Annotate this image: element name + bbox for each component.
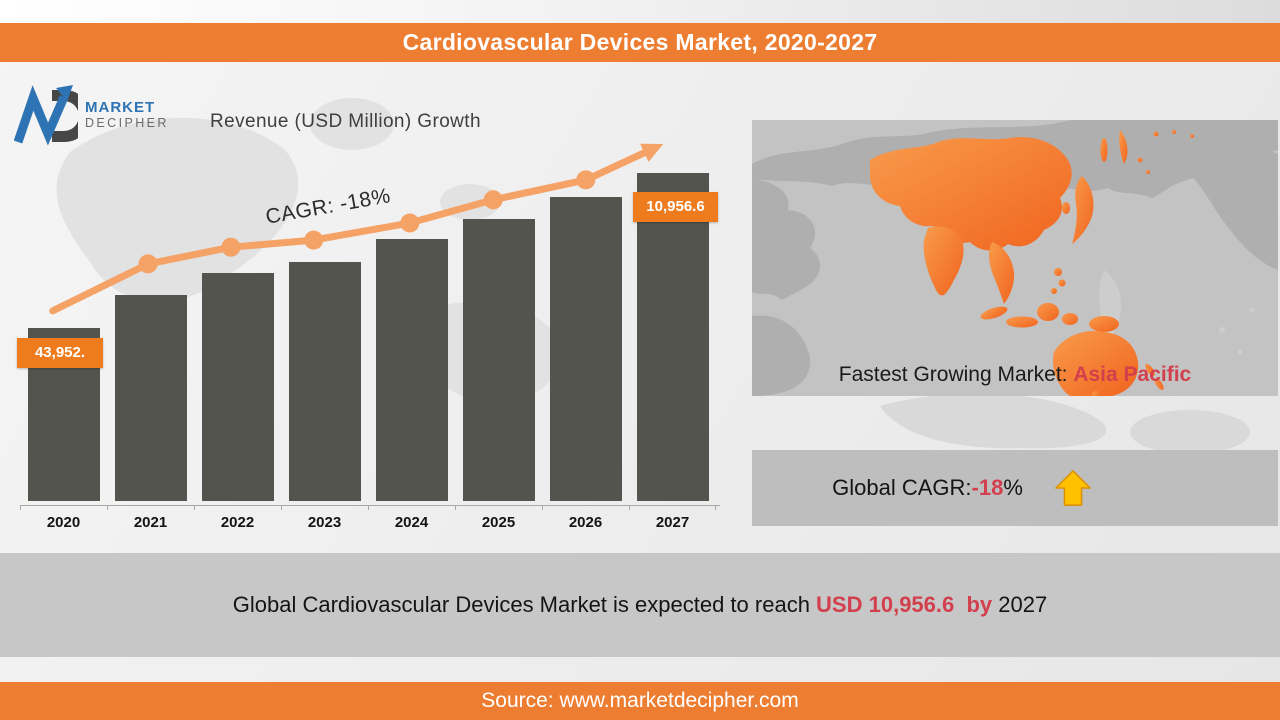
axis-tick [194, 505, 195, 510]
bar-2026 [549, 197, 622, 501]
bar-chart: 2020 2021 2022 2023 2024 2025 2026 2027 CAGR: -… [17, 143, 720, 537]
axis-ticks-group [20, 145, 716, 537]
axis-tick [715, 505, 716, 510]
axis-tick [542, 505, 543, 510]
x-tick-label-2024: 2024 [394, 514, 429, 531]
chart-title: Revenue (USD Million) Growth [210, 111, 481, 132]
global-cagr-label: Global CAGR: [832, 475, 972, 500]
x-tick-label-2022: 2022 [220, 514, 255, 531]
trend-marker [138, 254, 158, 274]
global-cagr-panel: Global CAGR: -18% [752, 450, 1278, 526]
x-tick-label-2021: 2021 [133, 514, 168, 531]
trend-marker [483, 190, 503, 210]
axis-tick [20, 505, 21, 510]
asia-pacific-map-panel: Fastest Growing Market: Asia Pacific [752, 120, 1278, 396]
axis-tick [107, 505, 108, 510]
global-cagr-value: -18 [971, 475, 1004, 500]
top-strip [0, 0, 1280, 23]
global-cagr-suffix: % [1003, 475, 1023, 500]
axis-tick [368, 505, 369, 510]
source-footer: Source: www.marketdecipher.com [0, 682, 1280, 720]
summary-year: 2027 [998, 592, 1048, 617]
summary-highlight: USD 10,956.6 by [816, 592, 999, 617]
value-callout-2027: 10,956.6 [633, 192, 718, 222]
trend-marker [304, 230, 324, 250]
bar-2027 [636, 173, 709, 501]
x-tick-label-2025: 2025 [481, 514, 516, 531]
trend-marker [576, 170, 596, 190]
brand-logo: MARKET DECIPHER [14, 84, 169, 146]
logo-market-text: MARKET [85, 99, 156, 117]
bar-2021 [114, 295, 187, 501]
summary-text: Global Cardiovascular Devices Market is … [232, 592, 817, 617]
bar-2025 [462, 219, 535, 501]
x-tick-label-2027: 2027 [655, 514, 690, 531]
asia-pacific-map [752, 120, 1278, 396]
x-axis-labels-group: 2020 2021 2022 2023 2024 2025 2026 2027 [20, 145, 716, 537]
axis-tick [629, 505, 630, 510]
trend-marker [221, 237, 241, 257]
axis-tick [281, 505, 282, 510]
trend-arrowhead [640, 143, 664, 162]
summary-banner: Global Cardiovascular Devices Market is … [0, 553, 1280, 657]
trend-path [49, 149, 648, 315]
page-title: Cardiovascular Devices Market, 2020-2027 [402, 29, 878, 55]
bar-2024 [375, 239, 448, 501]
md-logo-icon [14, 85, 78, 146]
trend-marker [400, 213, 420, 233]
fastest-growing-value: Asia Pacific [1073, 363, 1192, 386]
x-tick-label-2023: 2023 [307, 514, 342, 531]
bar-2022 [201, 273, 274, 501]
x-axis-line [20, 505, 720, 506]
title-bar: Cardiovascular Devices Market, 2020-2027 [0, 23, 1280, 62]
x-tick-label-2026: 2026 [568, 514, 603, 531]
logo-decipher-text: DECIPHER [85, 116, 169, 131]
fastest-growing-label: Fastest Growing Market: [838, 363, 1074, 386]
map-region-asia-pacific [870, 130, 1194, 396]
trend-line [49, 143, 664, 315]
fastest-growing-market: Fastest Growing Market: Asia Pacific [752, 363, 1278, 387]
axis-tick [455, 505, 456, 510]
logo-wordmark: MARKET DECIPHER [85, 99, 169, 131]
x-tick-label-2020: 2020 [46, 514, 81, 531]
bar-2023 [288, 262, 361, 501]
value-callout-2020: 43,952. [17, 338, 103, 368]
up-arrow-icon [1055, 470, 1091, 506]
source-text: Source: www.marketdecipher.com [481, 689, 799, 712]
